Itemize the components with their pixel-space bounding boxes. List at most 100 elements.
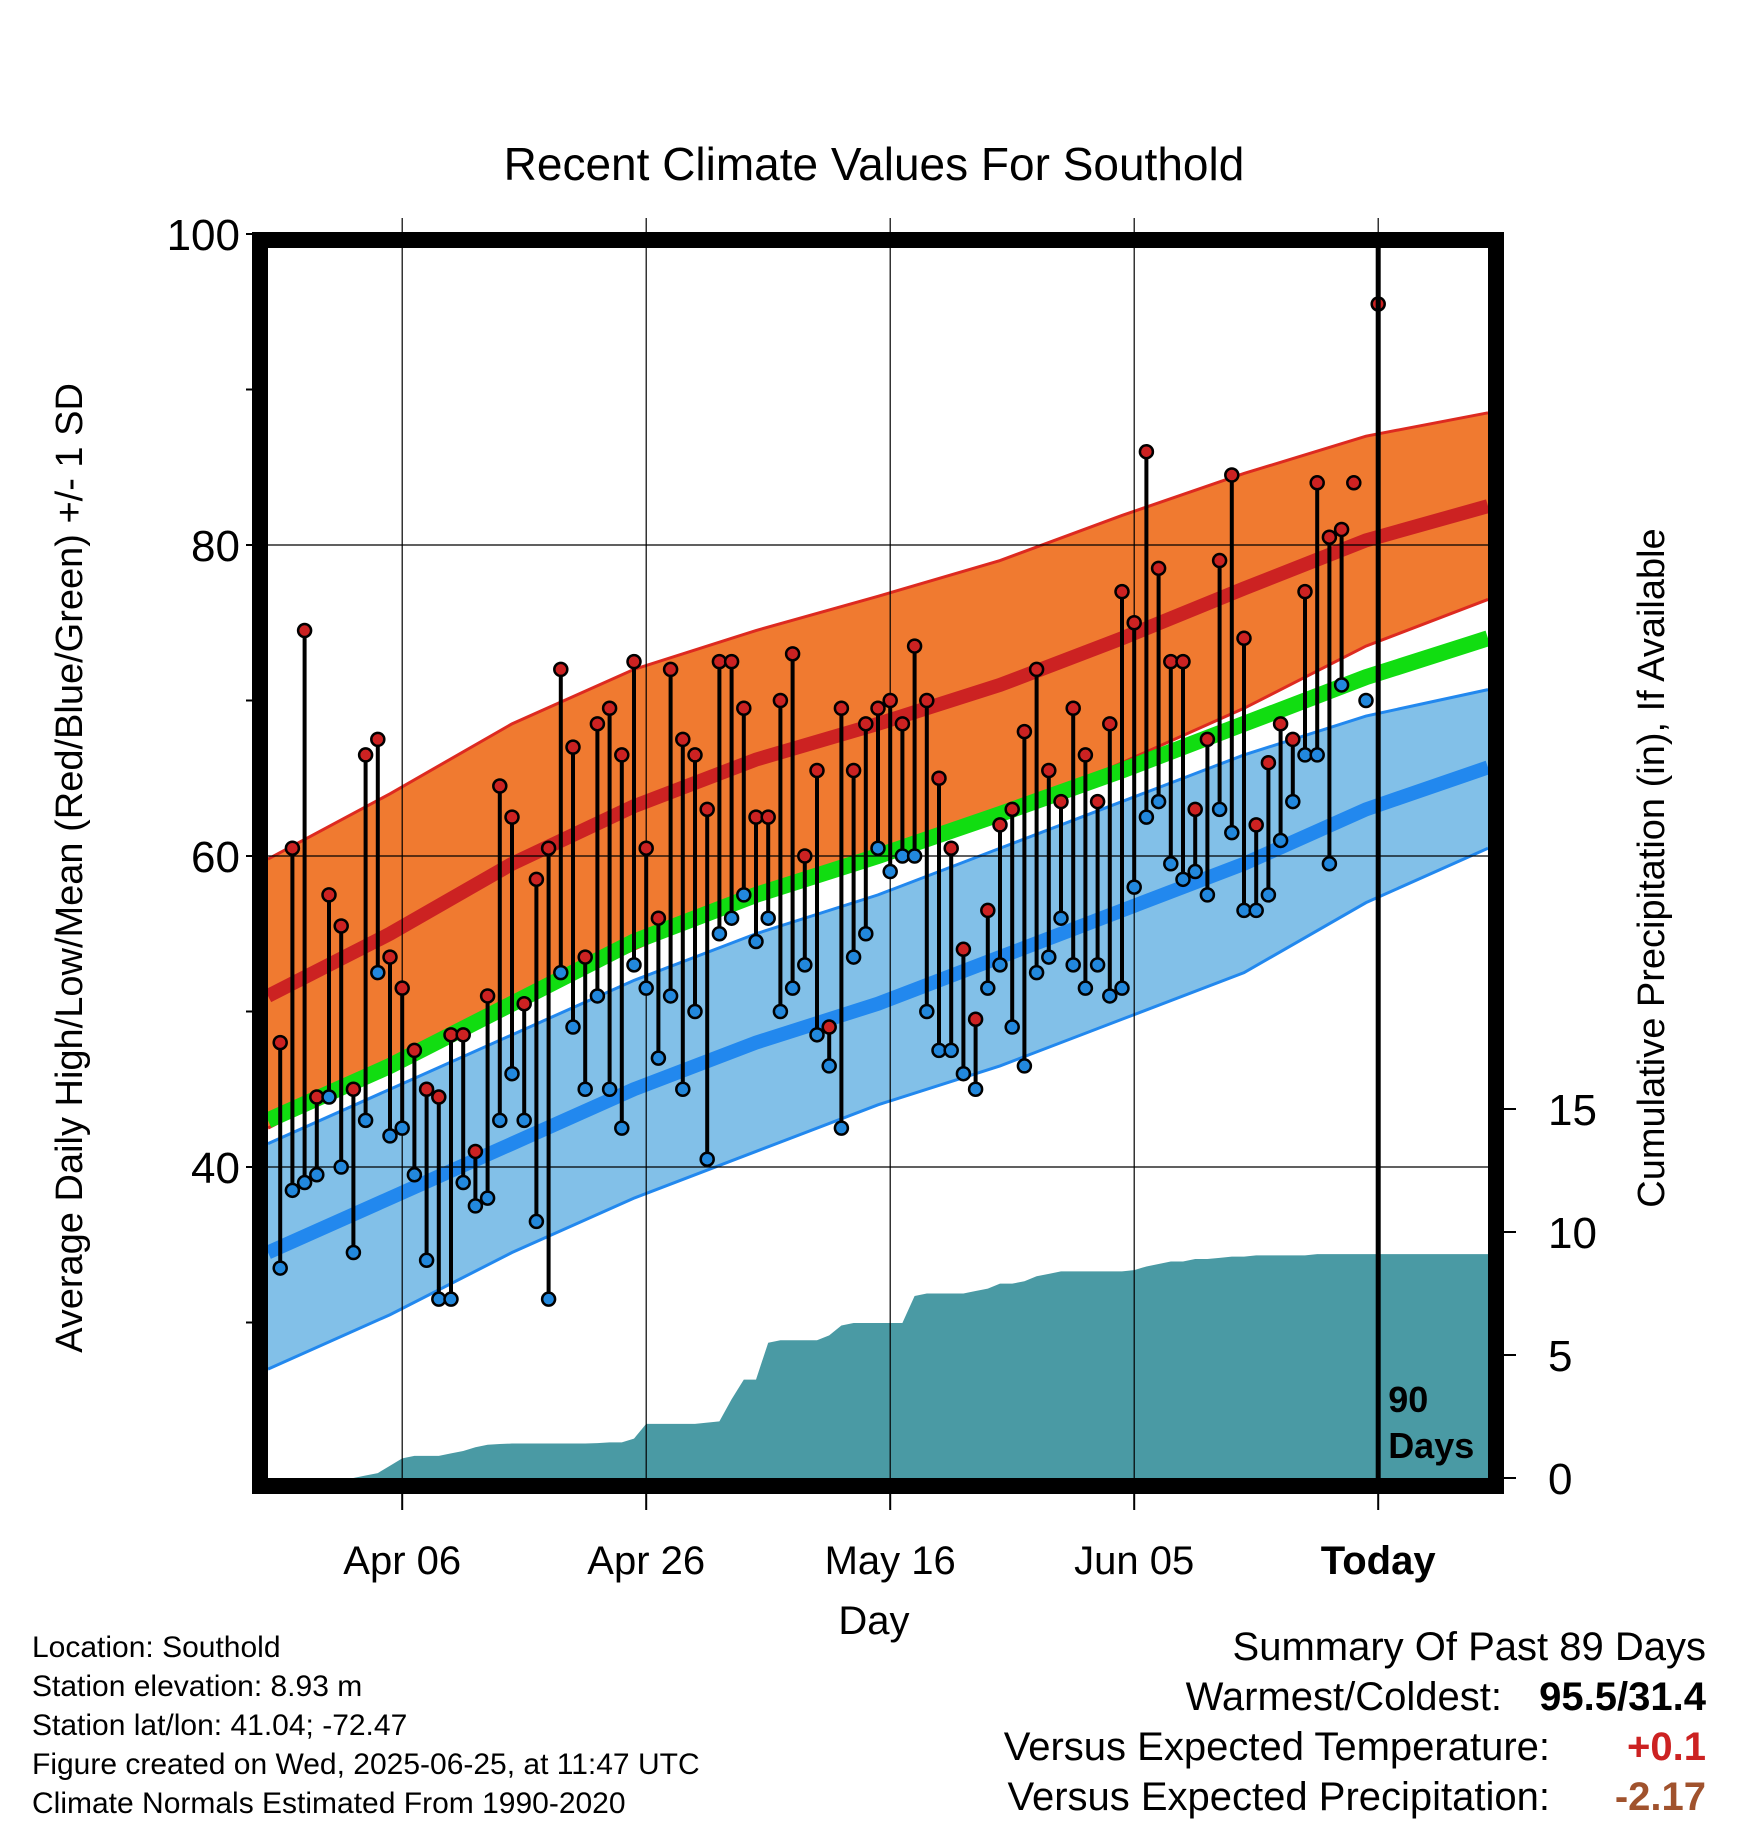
plot-border <box>252 232 1504 1494</box>
high-point <box>1297 583 1313 600</box>
low-point <box>1163 856 1179 872</box>
high-point <box>638 840 654 856</box>
warmest-value: 95.5/31.4 <box>1539 1675 1706 1719</box>
low-point <box>516 1112 532 1129</box>
high-point <box>650 910 667 926</box>
high-point <box>553 661 569 678</box>
low-point <box>357 1112 374 1129</box>
low-point <box>1138 809 1155 825</box>
low-point <box>833 1120 850 1136</box>
high-point <box>1150 560 1167 577</box>
low-point <box>589 988 606 1004</box>
low-point <box>296 1174 313 1191</box>
low-point <box>455 1174 471 1191</box>
x-tick-label: Apr 26 <box>587 1539 705 1583</box>
temp-value: +0.1 <box>1627 1725 1706 1769</box>
high-point <box>797 848 813 864</box>
high-point <box>504 809 520 825</box>
high-point <box>467 1143 484 1160</box>
high-point <box>406 1042 423 1059</box>
high-point <box>455 1027 471 1043</box>
low-point <box>906 848 923 864</box>
high-point <box>577 949 593 965</box>
low-point <box>1224 824 1240 841</box>
y2-tick-label: 5 <box>1548 1332 1572 1381</box>
y-tick-label: 40 <box>191 1144 240 1193</box>
low-point <box>1053 910 1069 926</box>
temp-row: Versus Expected Temperature: +0.1 <box>1004 1722 1706 1772</box>
high-point <box>1211 552 1228 569</box>
high-point <box>492 778 508 794</box>
high-point <box>1089 793 1106 810</box>
low-point <box>1358 692 1374 709</box>
low-point <box>333 1159 349 1175</box>
high-point <box>1260 754 1277 771</box>
high-point <box>955 941 972 958</box>
warmest-label: Warmest/Coldest: <box>1185 1675 1502 1719</box>
high-point <box>1236 630 1252 647</box>
low-point <box>1089 957 1106 973</box>
high-point <box>980 902 996 919</box>
low-point <box>1260 887 1277 903</box>
x-axis-label: Day <box>838 1599 909 1643</box>
low-point <box>858 926 874 942</box>
low-point <box>1065 957 1081 973</box>
temp-label: Versus Expected Temperature: <box>1003 1725 1550 1769</box>
low-point <box>345 1244 362 1261</box>
high-point <box>1248 817 1264 833</box>
high-point <box>589 716 606 732</box>
high-point <box>1065 700 1081 717</box>
high-point <box>1053 793 1069 810</box>
high-point <box>1346 475 1362 491</box>
high-point <box>1041 762 1057 779</box>
high-point <box>1016 723 1033 740</box>
low-point <box>577 1081 593 1097</box>
precipitation-area <box>268 1254 1488 1478</box>
low-point <box>723 910 740 926</box>
low-point <box>1199 887 1216 903</box>
low-point <box>370 964 386 981</box>
high-point <box>723 653 740 670</box>
latlon-text: Station lat/lon: 41.04; -72.47 <box>32 1709 408 1742</box>
high-point <box>919 692 935 709</box>
location-text: Location: Southold <box>32 1631 281 1664</box>
y-axis-label: Average Daily High/Low/Mean (Red/Blue/Gr… <box>49 383 91 1353</box>
x-tick-label: Apr 06 <box>343 1539 461 1583</box>
high-point <box>1309 475 1325 491</box>
low-point <box>1309 747 1325 763</box>
created-text: Figure created on Wed, 2025-06-25, at 11… <box>32 1748 700 1781</box>
high-point <box>1126 615 1142 631</box>
high-point <box>760 809 776 825</box>
high-point <box>1077 747 1094 763</box>
low-point <box>992 957 1008 973</box>
plot-frame: 90 Days <box>252 232 1504 1494</box>
x-tick-label: May 16 <box>825 1539 956 1583</box>
high-point <box>675 731 691 748</box>
low-point <box>418 1252 435 1269</box>
high-point <box>894 716 911 732</box>
low-point <box>553 964 569 981</box>
high-point <box>1004 801 1020 818</box>
high-point <box>1272 716 1289 732</box>
low-point <box>1077 980 1094 996</box>
high-point <box>431 1089 447 1105</box>
low-point <box>967 1081 984 1097</box>
low-point <box>784 980 801 996</box>
low-point <box>1211 801 1228 818</box>
low-point <box>943 1042 959 1059</box>
low-point <box>1004 1019 1020 1035</box>
high-point <box>1224 467 1240 483</box>
y2-tick-label: 15 <box>1548 1086 1597 1135</box>
high-point <box>1333 521 1350 538</box>
high-point <box>296 622 313 639</box>
low-point <box>736 887 752 903</box>
high-point <box>992 817 1008 833</box>
low-point <box>467 1198 484 1214</box>
high-point <box>699 801 715 818</box>
precip-fill <box>268 1254 1488 1478</box>
high-point <box>943 840 959 856</box>
high-point <box>1138 443 1155 460</box>
high-point <box>284 840 301 856</box>
high-point <box>626 653 642 670</box>
x-tick-label: Today <box>1321 1539 1437 1583</box>
